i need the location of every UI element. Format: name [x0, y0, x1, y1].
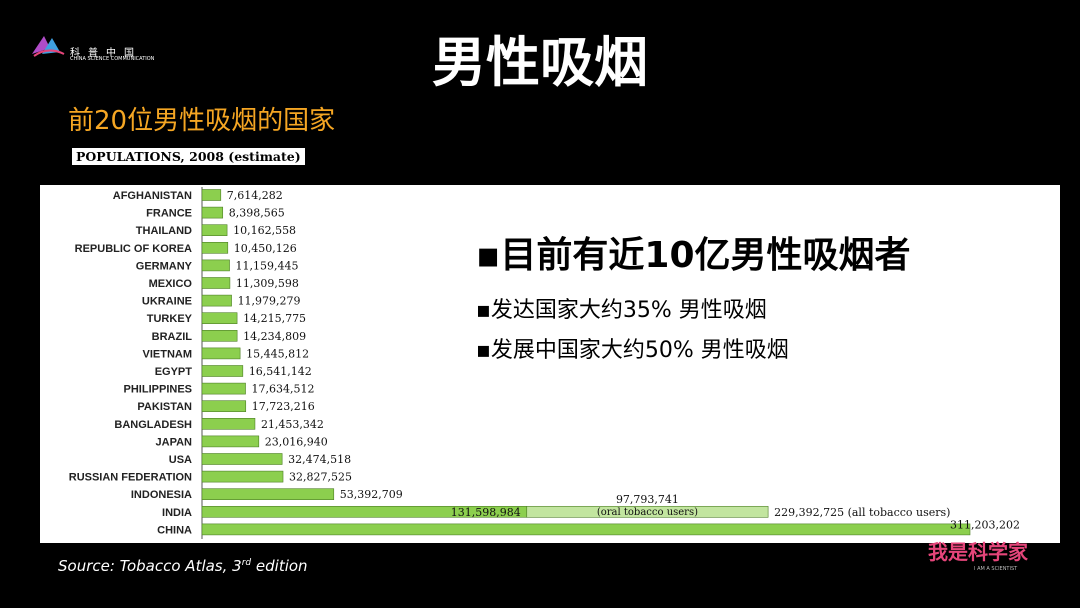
category-label-turkey: TURKEY — [147, 313, 193, 325]
value-label-france: 8,398,565 — [229, 207, 285, 220]
value-label-vietnam: 15,445,812 — [246, 347, 309, 360]
category-label-pakistan: PAKISTAN — [137, 401, 192, 413]
value-label-russian-federation: 32,827,525 — [289, 471, 352, 484]
value-label-china: 311,203,202 — [950, 518, 1020, 531]
category-label-philippines: PHILIPPINES — [124, 384, 192, 396]
bar-afghanistan — [201, 189, 222, 201]
value-label-bangladesh: 21,453,342 — [261, 418, 324, 431]
category-label-indonesia: INDONESIA — [131, 489, 192, 501]
source-sup: rd — [241, 558, 252, 568]
bar-germany — [201, 259, 230, 272]
bar-vietnam — [201, 347, 241, 360]
brand-watermark: 我是科学家 I AM A SCIENTIST — [928, 536, 1038, 580]
value-label-republic-of-korea: 10,450,126 — [234, 242, 297, 255]
category-label-ukraine: UKRAINE — [142, 296, 192, 308]
value-label-india: 229,392,725 (all tobacco users) — [774, 506, 950, 519]
category-label-usa: USA — [169, 454, 192, 466]
category-label-egypt: EGYPT — [155, 366, 193, 378]
value-label-mexico: 11,309,598 — [236, 277, 299, 290]
bar-ukraine — [201, 294, 232, 307]
category-label-thailand: THAILAND — [136, 225, 192, 237]
bar-pakistan — [201, 400, 247, 412]
category-label-germany: GERMANY — [136, 260, 193, 272]
value-label-thailand: 10,162,558 — [233, 224, 296, 237]
bar-thailand — [201, 224, 228, 237]
bar-usa — [201, 453, 283, 465]
brand-text: 我是科学家 — [928, 540, 1028, 564]
logo-icon — [32, 36, 65, 57]
india-segment-note: (oral tobacco users) — [597, 507, 698, 518]
value-label-turkey: 14,215,775 — [243, 312, 306, 325]
bar-india-segment-2 — [526, 505, 769, 518]
category-label-brazil: BRAZIL — [152, 331, 193, 343]
logo-subtext: CHINA SCIENCE COMMUNICATION — [70, 56, 155, 62]
subtitle: 前20位男性吸烟的国家 — [68, 106, 336, 136]
bar-republic-of-korea — [201, 241, 229, 254]
bullet-main: ▪目前有近10亿男性吸烟者 — [476, 235, 911, 276]
category-label-vietnam: VIETNAM — [143, 348, 193, 360]
bar-china — [201, 523, 971, 536]
india-segment-label-2: 97,793,741 — [616, 493, 679, 506]
page-title: 男性吸烟 — [432, 31, 648, 94]
bar-brazil — [201, 330, 238, 342]
bar-philippines — [201, 382, 246, 395]
populations-label: POPULATIONS, 2008 (estimate) — [72, 148, 305, 165]
category-label-japan: JAPAN — [156, 436, 193, 448]
bar-indonesia — [201, 488, 335, 501]
category-label-india: INDIA — [162, 507, 192, 519]
source-tail: edition — [251, 557, 308, 575]
bar-japan — [201, 435, 260, 448]
category-label-afghanistan: AFGHANISTAN — [113, 190, 192, 202]
value-label-usa: 32,474,518 — [288, 453, 351, 466]
bar-bangladesh — [201, 418, 256, 430]
bar-chart: AFGHANISTAN 7,614,282 FRANCE 8,398,565 THAIL… — [69, 187, 1020, 539]
brand-subtext: I AM A SCIENTIST — [974, 566, 1018, 572]
bar-egypt — [201, 365, 244, 377]
value-label-philippines: 17,634,512 — [252, 383, 315, 396]
logo-text: 科普中国 — [70, 48, 142, 59]
bar-france — [201, 206, 224, 219]
bar-russian-federation — [201, 470, 284, 483]
category-label-russian-federation: RUSSIAN FEDERATION — [69, 472, 192, 484]
value-label-afghanistan: 7,614,282 — [227, 189, 283, 202]
bullet-developed: ▪发达国家大约35% 男性吸烟 — [476, 298, 767, 323]
value-label-brazil: 14,234,809 — [243, 330, 306, 343]
value-label-indonesia: 53,392,709 — [340, 488, 403, 501]
category-label-france: FRANCE — [146, 208, 192, 220]
bullet-list: ▪目前有近10亿男性吸烟者 ▪发达国家大约35% 男性吸烟 ▪发展中国家大约50… — [476, 226, 1056, 372]
value-label-ukraine: 11,979,279 — [238, 295, 301, 308]
value-label-japan: 23,016,940 — [265, 435, 328, 448]
bar-mexico — [201, 277, 231, 289]
source-note: Source: Tobacco Atlas, 3rd edition — [58, 557, 308, 575]
bar-turkey — [201, 312, 238, 324]
india-segment-label-1: 131,598,984 — [451, 506, 521, 519]
value-label-egypt: 16,541,142 — [249, 365, 312, 378]
category-label-china: CHINA — [157, 524, 192, 536]
bullet-developing: ▪发展中国家大约50% 男性吸烟 — [476, 338, 789, 363]
chart-panel: AFGHANISTAN 7,614,282 FRANCE 8,398,565 THAIL… — [40, 185, 1060, 543]
category-label-bangladesh: BANGLADESH — [114, 419, 192, 431]
logo: 科普中国 CHINA SCIENCE COMMUNICATION — [30, 32, 180, 66]
category-label-republic-of-korea: REPUBLIC OF KOREA — [75, 243, 192, 255]
value-label-germany: 11,159,445 — [236, 259, 299, 272]
source-text: Source: Tobacco Atlas, 3 — [58, 557, 242, 575]
category-label-mexico: MEXICO — [149, 278, 193, 290]
value-label-pakistan: 17,723,216 — [252, 400, 315, 413]
